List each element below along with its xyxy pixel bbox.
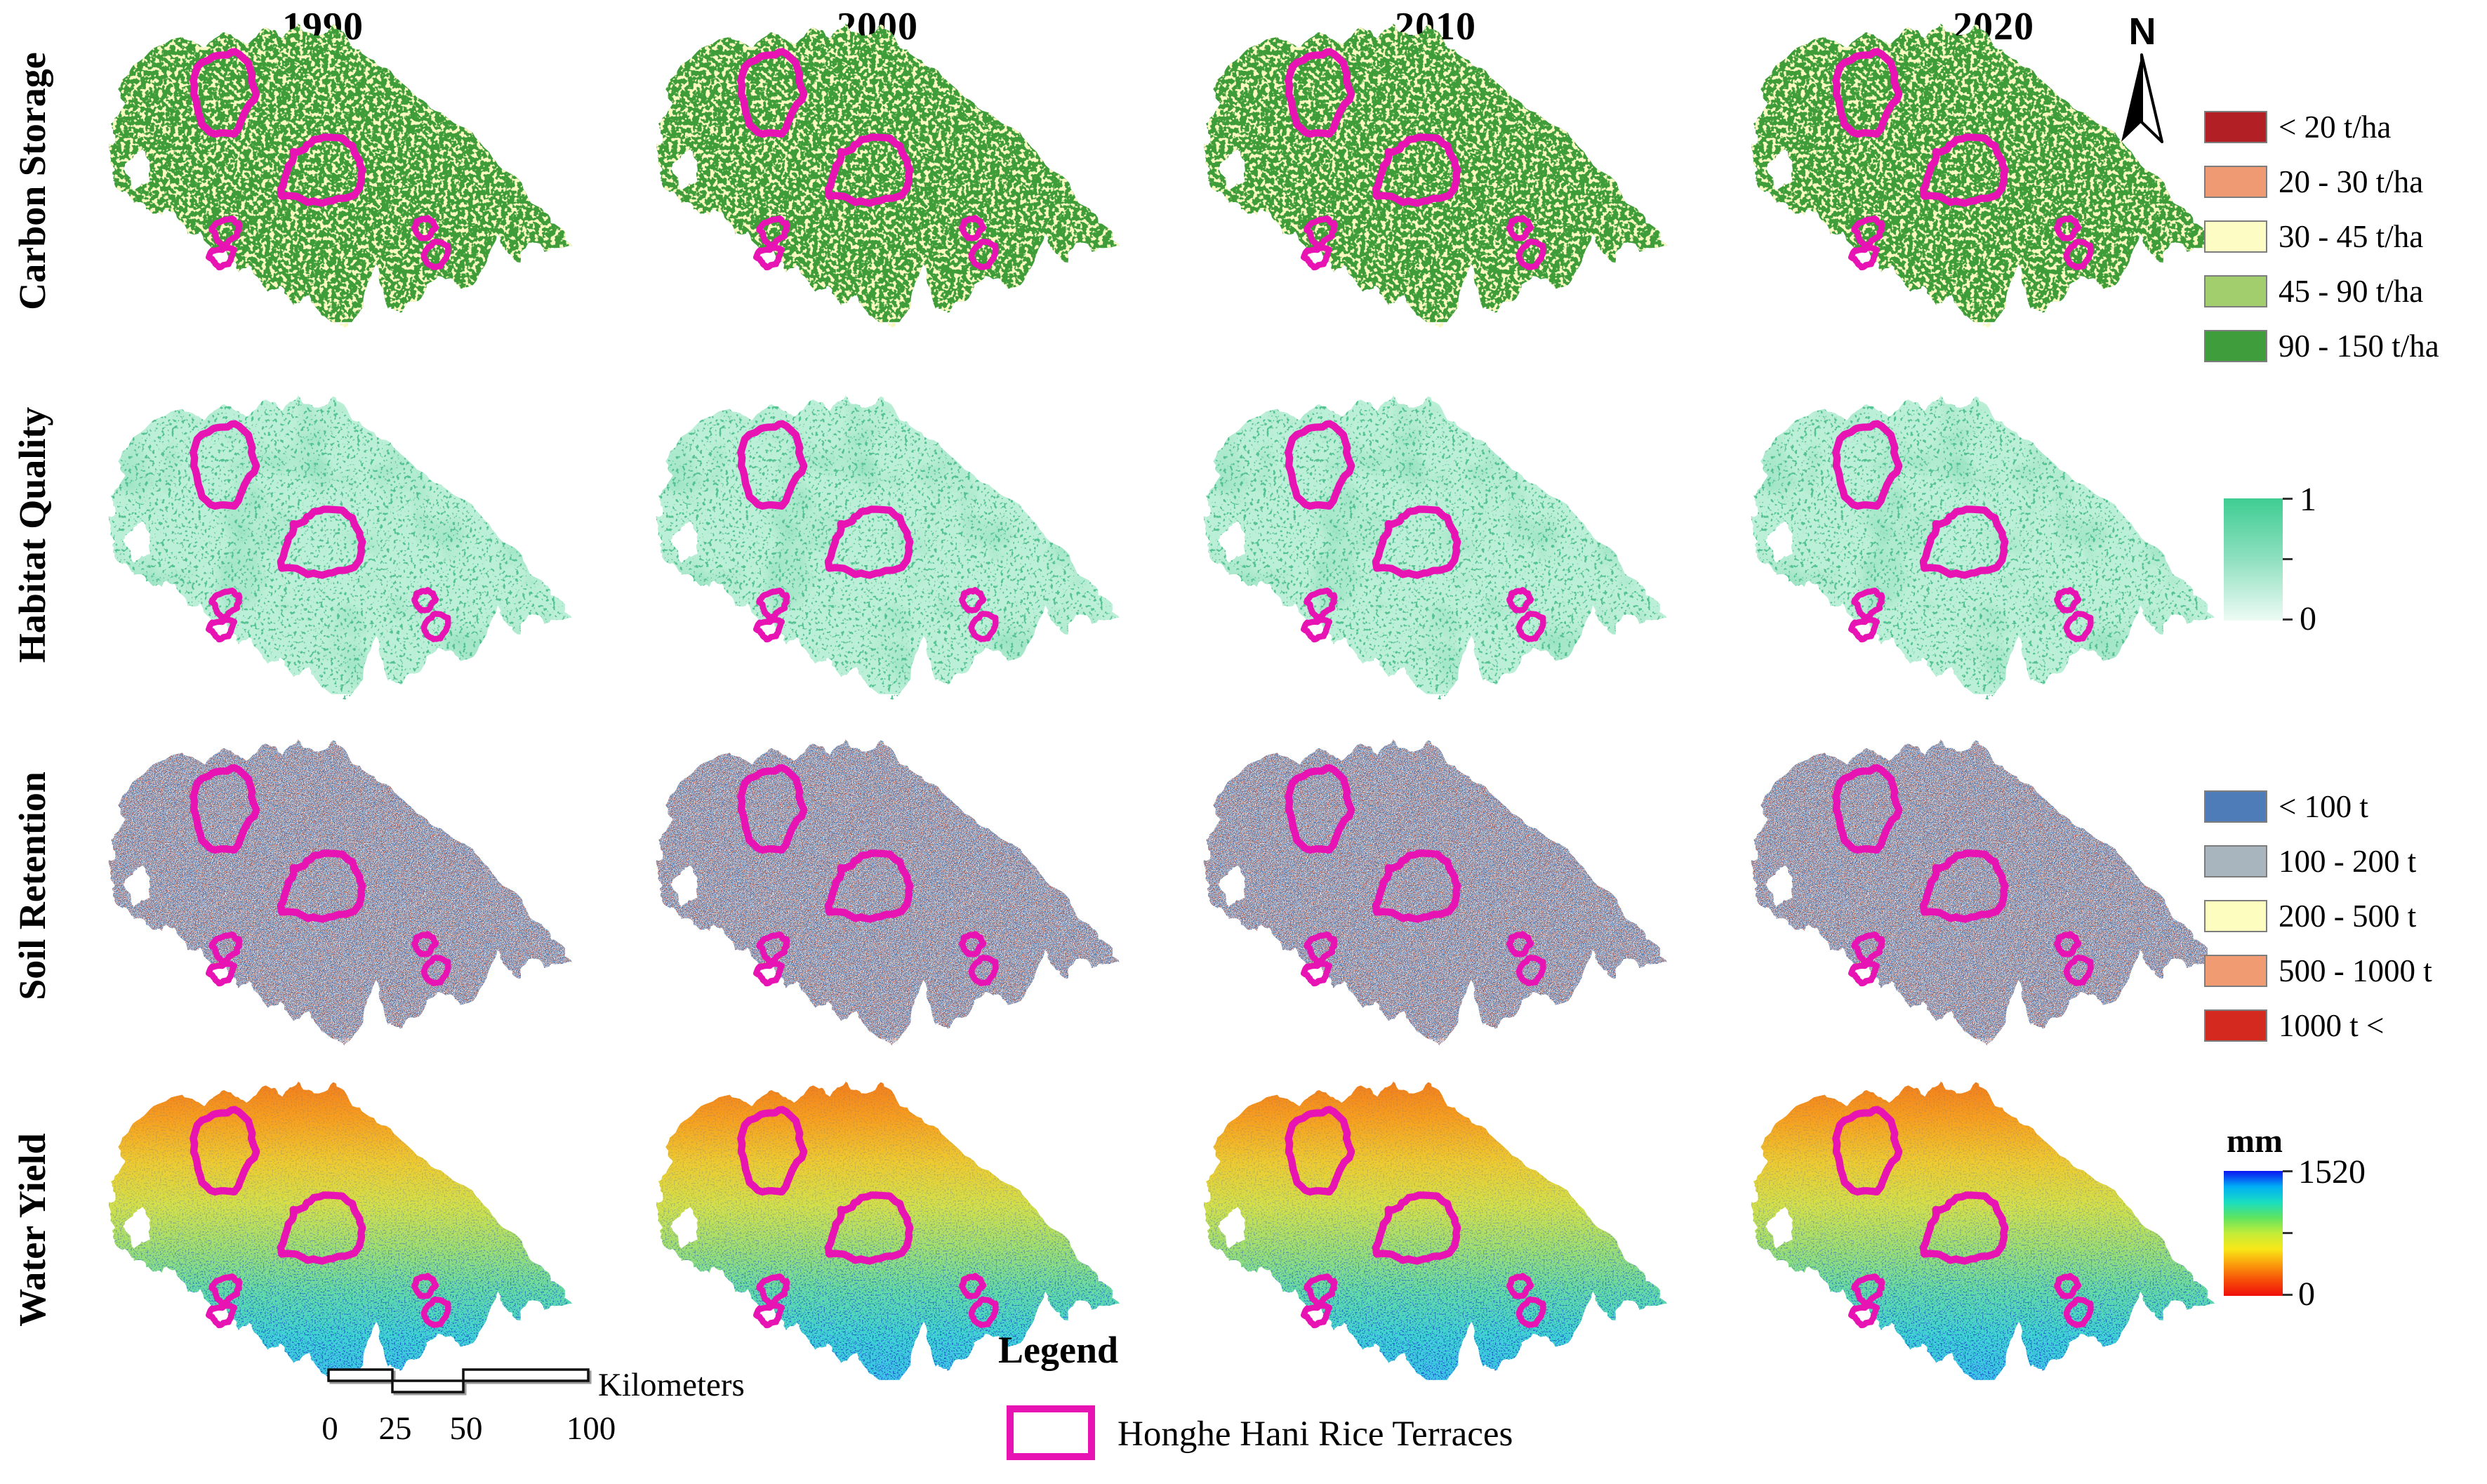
carbon-legend-label-1: < 20 t/ha — [2279, 110, 2392, 145]
colorbar-tick — [2283, 558, 2293, 560]
soil-legend-item-3: 200 - 500 t — [2204, 900, 2432, 932]
scale-bar-tick-100: 100 — [566, 1410, 616, 1447]
row-label-water-yield: Water Yield — [11, 1133, 53, 1327]
carbon-legend-swatch-3 — [2204, 220, 2267, 253]
colorbar-tick — [2283, 1170, 2293, 1172]
map-panel-soil-retention-2020 — [1751, 738, 2215, 1038]
colorbar-tick — [2283, 1232, 2293, 1234]
carbon-legend-swatch-4 — [2204, 275, 2267, 307]
colorbar-water-title: mm — [2227, 1122, 2283, 1160]
map-panel-habitat-quality-2000 — [656, 394, 1120, 694]
soil-legend-item-1: < 100 t — [2204, 790, 2432, 823]
map-legend-title: Legend — [998, 1329, 1119, 1371]
scale-bar-tick-50: 50 — [449, 1410, 483, 1447]
soil-legend-swatch-3 — [2204, 900, 2267, 932]
map-legend-terrace-swatch — [1007, 1405, 1095, 1460]
map-legend-terrace-label: Honghe Hani Rice Terraces — [1118, 1415, 1513, 1454]
carbon-legend-swatch-2 — [2204, 166, 2267, 198]
colorbar-habitat-max-label: 1 — [2300, 481, 2316, 518]
map-panel-habitat-quality-2020 — [1751, 394, 2215, 694]
carbon-legend-item-1: < 20 t/ha — [2204, 111, 2439, 143]
colorbar-water-max-label: 1520 — [2298, 1153, 2366, 1191]
carbon-legend-item-5: 90 - 150 t/ha — [2204, 330, 2439, 362]
carbon-legend-label-4: 45 - 90 t/ha — [2279, 274, 2424, 309]
map-panel-carbon-storage-2020 — [1751, 22, 2215, 322]
map-panel-carbon-storage-2010 — [1204, 22, 1667, 322]
map-panel-water-yield-2010 — [1204, 1080, 1667, 1380]
map-panel-carbon-storage-1990 — [109, 22, 572, 322]
map-panel-habitat-quality-1990 — [109, 394, 572, 694]
colorbar-tick — [2283, 618, 2293, 621]
map-panel-soil-retention-2000 — [656, 738, 1120, 1038]
soil-legend-item-4: 500 - 1000 t — [2204, 955, 2432, 987]
row-label-carbon-storage: Carbon Storage — [11, 52, 53, 310]
soil-legend-label-4: 500 - 1000 t — [2279, 953, 2432, 988]
map-panel-habitat-quality-2010 — [1204, 394, 1667, 694]
carbon-legend-item-3: 30 - 45 t/ha — [2204, 220, 2439, 253]
soil-legend-swatch-4 — [2204, 955, 2267, 987]
colorbar-water-yield — [2224, 1171, 2283, 1296]
soil-legend-label-3: 200 - 500 t — [2279, 899, 2417, 934]
colorbar-tick — [2283, 1294, 2293, 1296]
soil-legend-swatch-5 — [2204, 1009, 2267, 1042]
map-panel-soil-retention-1990 — [109, 738, 572, 1038]
map-panel-water-yield-1990 — [109, 1080, 572, 1380]
colorbar-tick — [2283, 498, 2293, 500]
soil-legend-label-2: 100 - 200 t — [2279, 844, 2417, 879]
north-arrow-icon — [2121, 53, 2163, 143]
map-panel-soil-retention-2010 — [1204, 738, 1667, 1038]
row-label-habitat-quality: Habitat Quality — [11, 406, 53, 663]
colorbar-habitat-quality — [2224, 498, 2283, 621]
map-panel-water-yield-2000 — [656, 1080, 1120, 1380]
scale-bar — [327, 1368, 592, 1396]
soil-legend-label-1: < 100 t — [2279, 789, 2368, 824]
carbon-legend-swatch-1 — [2204, 111, 2267, 143]
soil-legend-swatch-1 — [2204, 790, 2267, 823]
carbon-legend-swatch-5 — [2204, 330, 2267, 362]
carbon-legend-item-4: 45 - 90 t/ha — [2204, 275, 2439, 307]
scale-bar-tick-0: 0 — [321, 1410, 338, 1447]
north-arrow-label: N — [2128, 11, 2156, 53]
map-panel-carbon-storage-2000 — [656, 22, 1120, 322]
soil-legend-swatch-2 — [2204, 845, 2267, 877]
soil-legend-item-5: 1000 t < — [2204, 1009, 2432, 1042]
carbon-legend-label-5: 90 - 150 t/ha — [2279, 329, 2439, 364]
carbon-legend-item-2: 20 - 30 t/ha — [2204, 166, 2439, 198]
soil-legend-item-2: 100 - 200 t — [2204, 845, 2432, 877]
colorbar-water-min-label: 0 — [2298, 1276, 2315, 1313]
legend-soil-retention: < 100 t 100 - 200 t 200 - 500 t 500 - 1000 … — [2204, 790, 2432, 1064]
carbon-legend-label-2: 20 - 30 t/ha — [2279, 164, 2424, 199]
map-panel-water-yield-2020 — [1751, 1080, 2215, 1380]
legend-carbon-storage: < 20 t/ha 20 - 30 t/ha 30 - 45 t/ha 45 - 90… — [2204, 111, 2439, 385]
carbon-legend-label-3: 30 - 45 t/ha — [2279, 219, 2424, 254]
colorbar-habitat-min-label: 0 — [2300, 600, 2316, 637]
soil-legend-label-5: 1000 t < — [2279, 1008, 2385, 1043]
scale-bar-unit-label: Kilometers — [598, 1367, 745, 1403]
scale-bar-tick-25: 25 — [378, 1410, 412, 1447]
row-label-soil-retention: Soil Retention — [11, 771, 53, 1000]
